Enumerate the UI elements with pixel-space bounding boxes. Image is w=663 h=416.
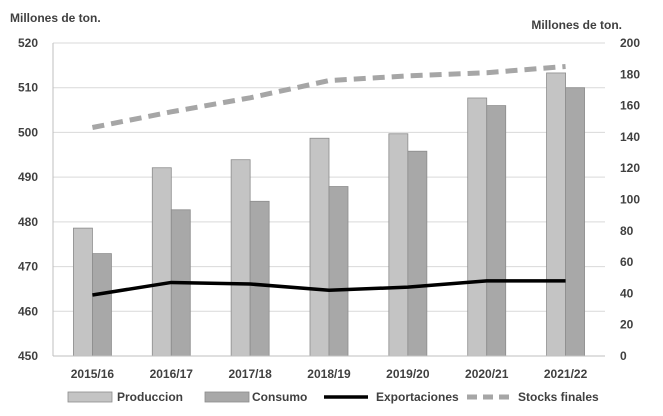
- bar-consumo: [565, 87, 585, 357]
- category-label: 2021/22: [544, 367, 588, 381]
- bar-produccion: [546, 72, 566, 357]
- left-tick-label: 490: [18, 170, 38, 184]
- legend-swatch: [67, 391, 113, 403]
- right-axis-title: Millones de ton.: [531, 18, 622, 32]
- left-tick-label: 500: [18, 125, 38, 139]
- left-tick-label: 470: [18, 260, 38, 274]
- axes: [52, 43, 605, 357]
- left-tick-label: 460: [18, 304, 38, 318]
- bar-consumo: [486, 105, 507, 357]
- legend-label: Produccion: [117, 390, 183, 404]
- legend-label: Consumo: [252, 390, 307, 404]
- series-line-exportaciones: [92, 279, 566, 297]
- left-axis-title: Millones de ton.: [10, 11, 101, 25]
- lines: [91, 63, 566, 297]
- right-tick-label: 0: [620, 349, 627, 363]
- category-label: 2019/20: [386, 367, 430, 381]
- bar-produccion: [467, 97, 488, 357]
- bars: [73, 72, 585, 357]
- right-tick-label: 20: [620, 318, 634, 332]
- right-tick-labels: 0 20 40 60 80 100 120 140 160 180 200: [620, 36, 640, 363]
- right-tick-label: 40: [620, 286, 634, 300]
- legend-label: Exportaciones: [376, 390, 459, 404]
- right-tick-label: 60: [620, 255, 634, 269]
- bar-produccion: [73, 227, 93, 357]
- category-labels: 2015/16 2016/17 2017/18 2018/19 2019/20 2020/…: [71, 367, 588, 381]
- left-tick-label: 450: [18, 349, 38, 363]
- right-tick-label: 100: [620, 193, 640, 207]
- category-label: 2015/16: [71, 367, 115, 381]
- bar-consumo: [249, 200, 270, 357]
- bar-produccion: [151, 167, 172, 357]
- category-label: 2017/18: [228, 367, 272, 381]
- category-label: 2020/21: [465, 367, 509, 381]
- right-tick-label: 200: [620, 36, 640, 50]
- right-tick-label: 180: [620, 67, 640, 81]
- left-tick-label: 510: [18, 81, 38, 95]
- legend-swatch: [204, 391, 250, 403]
- category-label: 2016/17: [150, 367, 194, 381]
- legend-label: Stocks finales: [518, 390, 599, 404]
- bar-produccion: [230, 159, 251, 357]
- series-line-stocks-finales: [91, 63, 566, 130]
- right-tick-label: 160: [620, 99, 640, 113]
- left-tick-label: 520: [18, 36, 38, 50]
- left-tick-labels: 450 460 470 480 490 500 510 520: [18, 36, 38, 363]
- right-tick-label: 140: [620, 130, 640, 144]
- bar-consumo: [92, 253, 112, 357]
- right-tick-label: 80: [620, 224, 634, 238]
- legend: Produccion Consumo Exportaciones Stocks fin…: [67, 390, 599, 404]
- left-tick-label: 480: [18, 215, 38, 229]
- bar-consumo: [328, 186, 349, 357]
- bar-produccion: [388, 133, 409, 357]
- right-tick-label: 120: [620, 161, 640, 175]
- bar-produccion: [309, 137, 330, 357]
- category-label: 2018/19: [307, 367, 351, 381]
- bar-consumo: [407, 150, 428, 357]
